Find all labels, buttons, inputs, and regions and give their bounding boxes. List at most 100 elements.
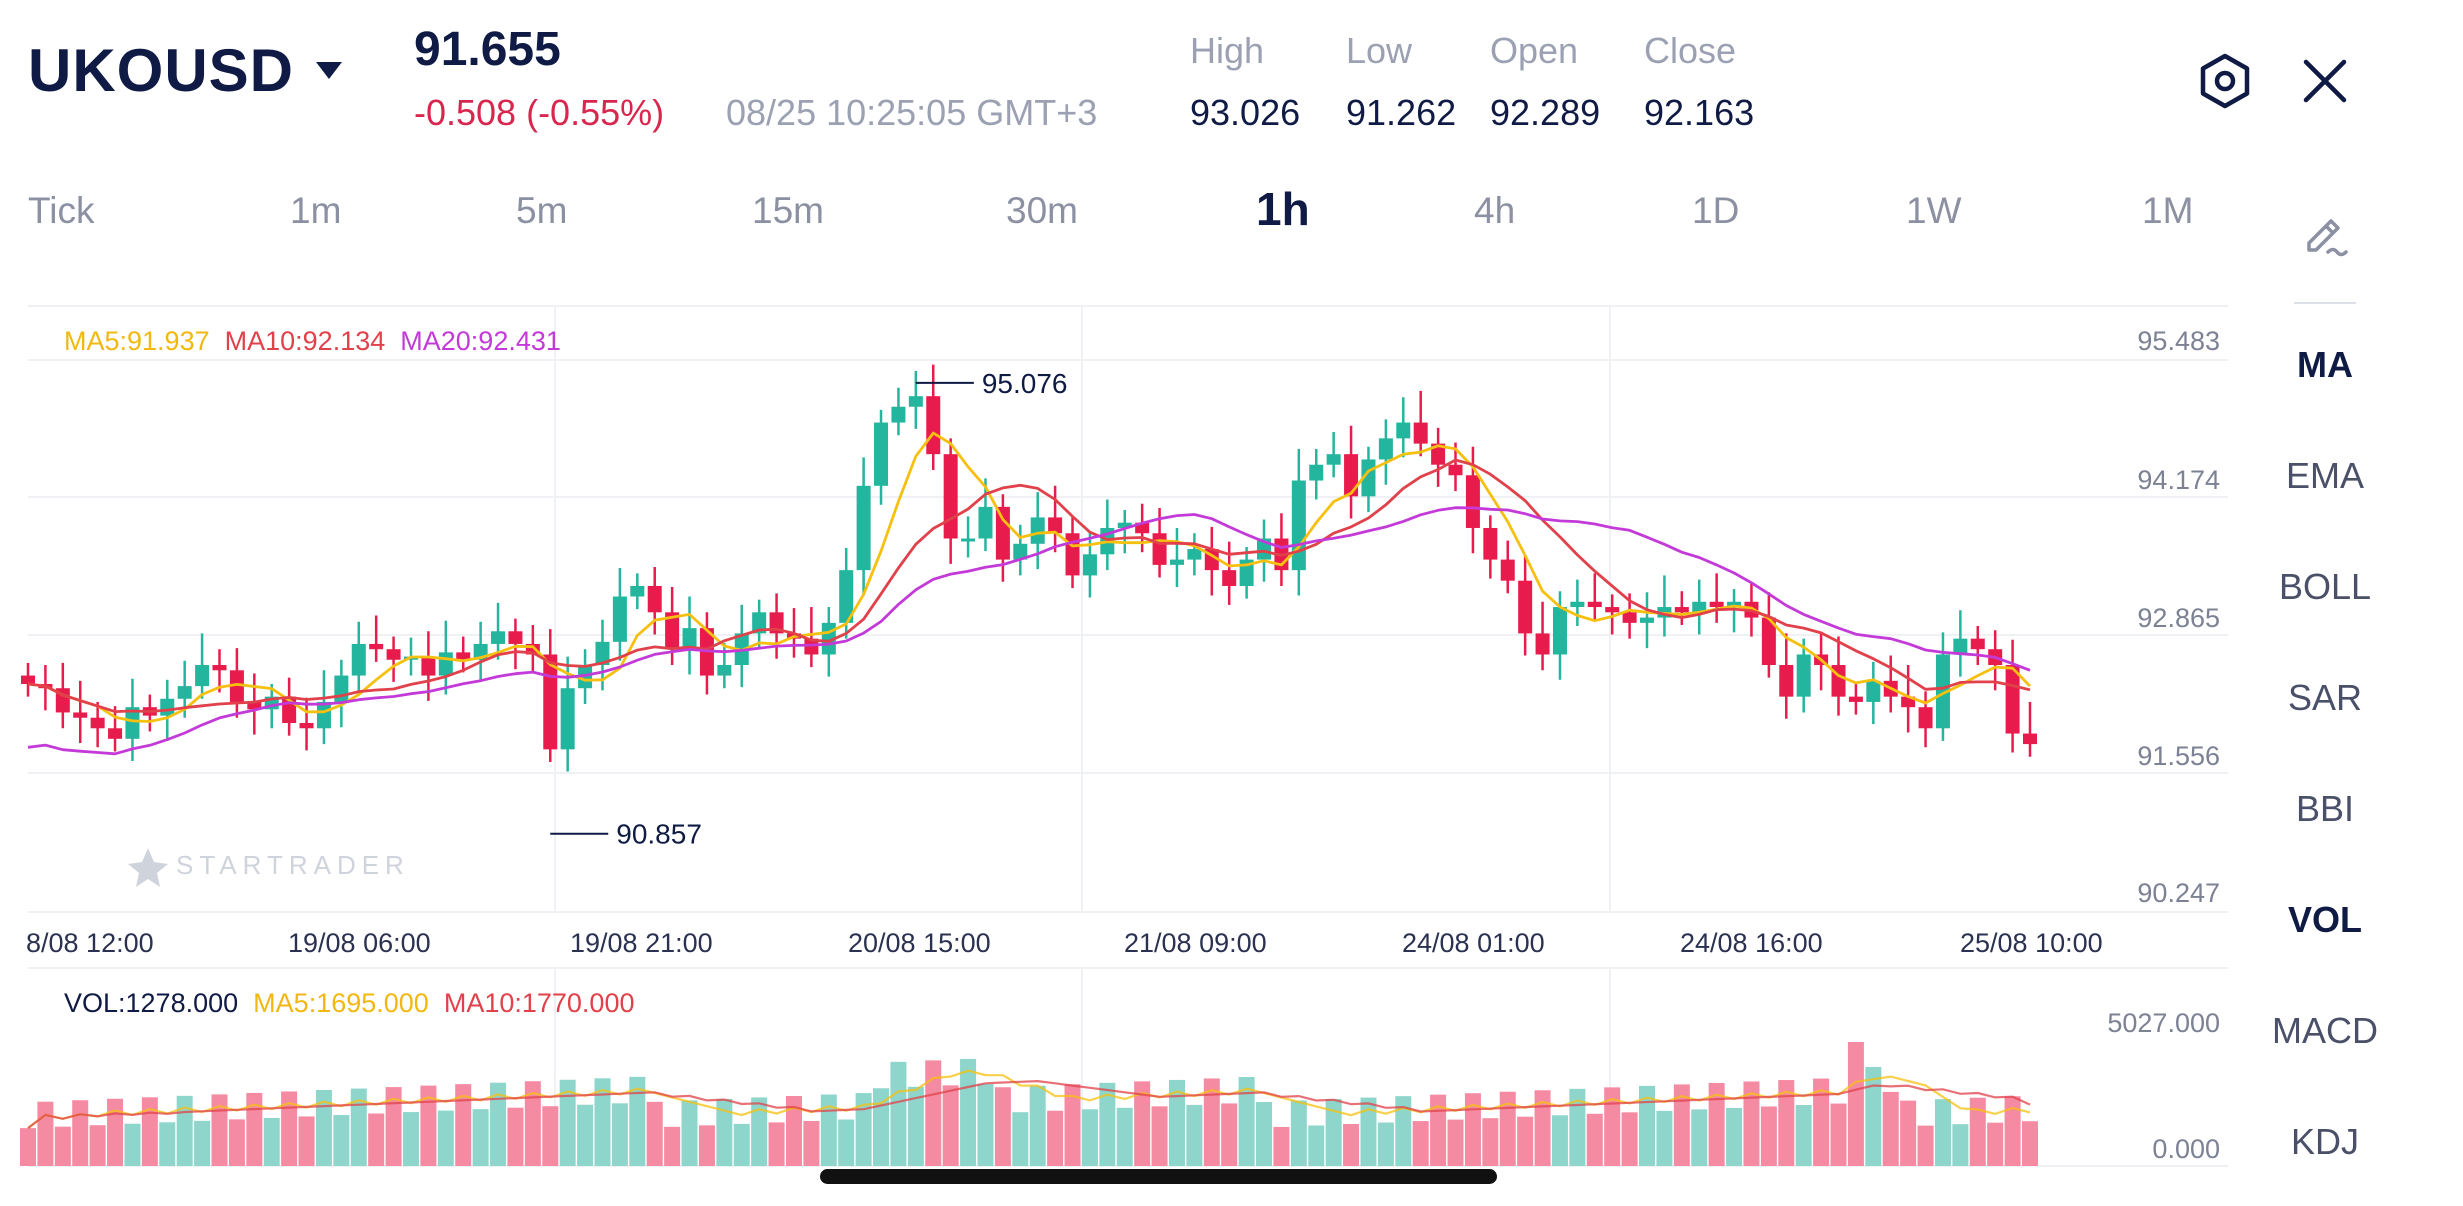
timeframe-4h[interactable]: 4h (1474, 190, 1516, 231)
volume-bar (54, 1126, 71, 1166)
volume-bar (629, 1076, 646, 1166)
volume-bar (1256, 1101, 1273, 1166)
close-x-icon[interactable] (2296, 52, 2354, 110)
chevron-down-icon[interactable] (316, 62, 342, 79)
candle-body (1570, 601, 1585, 608)
candle-body (1709, 601, 1724, 608)
ma-legend: MA5:91.937 MA10:92.134 MA20:92.431 (64, 326, 561, 357)
volume-bar (1499, 1091, 1516, 1166)
candle-body (1169, 559, 1184, 565)
timeframe-1h[interactable]: 1h (1256, 183, 1310, 235)
volume-bar (960, 1058, 977, 1166)
candle-body (1970, 638, 1985, 650)
candle-body (438, 652, 453, 676)
candle-body (1396, 422, 1411, 439)
max-price-marker: 95.076 (982, 368, 1068, 399)
volume-bar (1586, 1113, 1603, 1166)
volume-bar (1377, 1122, 1394, 1166)
quote-datetime: 08/25 10:25:05 GMT+3 (726, 92, 1098, 133)
draw-pencil-icon[interactable] (2300, 212, 2350, 262)
indicator-sar[interactable]: SAR (2287, 677, 2363, 718)
volume-bar (1656, 1110, 1673, 1166)
candle-body (543, 654, 558, 750)
candle-body (1518, 580, 1533, 634)
candle-body (1431, 443, 1446, 465)
volume-bar (1029, 1085, 1046, 1166)
indicator-boll[interactable]: BOLL (2278, 566, 2372, 607)
indicator-ema[interactable]: EMA (2285, 455, 2364, 496)
timeframe-1mo[interactable]: 1M (2142, 190, 2194, 231)
volume-bar (1708, 1082, 1725, 1166)
candle-body (1013, 543, 1028, 560)
volume-bar (490, 1082, 507, 1166)
candle-body (961, 538, 976, 542)
settings-hexagon-icon[interactable] (2196, 52, 2254, 110)
volume-bar (315, 1090, 332, 1166)
symbol-selector[interactable]: UKOUSD (28, 37, 295, 104)
candle-body (943, 454, 958, 539)
candle-body (1030, 517, 1045, 544)
candle-body (108, 728, 123, 739)
price-axis-label: 90.247 (2137, 878, 2220, 908)
volume-bar (1308, 1125, 1325, 1166)
volume-bar (594, 1078, 611, 1166)
timeframe-1w[interactable]: 1W (1906, 190, 1962, 231)
candle-body (1065, 533, 1080, 576)
time-axis-label: 24/08 01:00 (1402, 928, 1545, 958)
min-price-marker: 90.857 (616, 819, 702, 850)
timeframe-15m[interactable]: 15m (752, 190, 824, 231)
candle-body (891, 406, 906, 423)
volume-bar (925, 1060, 942, 1166)
candle-body (1622, 612, 1637, 623)
timeframe-5m[interactable]: 5m (516, 190, 568, 231)
indicator-kdj[interactable]: KDJ (2290, 1121, 2359, 1162)
candle-body (125, 707, 140, 739)
volume-bar (716, 1098, 733, 1166)
candle-body (351, 643, 366, 676)
volume-bar (1743, 1081, 1760, 1166)
volume-bar (1569, 1088, 1586, 1166)
price-axis-label: 91.556 (2137, 741, 2220, 771)
indicator-vol[interactable]: VOL (2287, 899, 2362, 940)
volume-bar (1795, 1105, 1812, 1166)
volume-bar (1987, 1122, 2004, 1166)
indicator-macd[interactable]: MACD (2272, 1010, 2378, 1051)
volume-bar (228, 1119, 245, 1166)
timeframe-1d[interactable]: 1D (1692, 190, 1740, 231)
legend-ma10: MA10:92.134 (224, 326, 386, 356)
volume-bar (1934, 1099, 1951, 1166)
candle-body (647, 585, 662, 613)
price-change: -0.508 (-0.55%) (414, 92, 665, 133)
home-indicator[interactable] (820, 1169, 1497, 1184)
volume-bar (1168, 1079, 1185, 1166)
volume-bar (420, 1085, 437, 1166)
volume-bar (785, 1095, 802, 1166)
volume-bar (1952, 1124, 1969, 1166)
volume-bar (994, 1087, 1011, 1166)
timeframe-tick[interactable]: Tick (28, 190, 95, 231)
volume-bar (437, 1110, 454, 1166)
candle-body (752, 612, 767, 634)
volume-bar (72, 1100, 89, 1166)
ohlc-low-value: 91.262 (1346, 92, 1457, 133)
timeframe-30m[interactable]: 30m (1006, 190, 1078, 231)
candle-body (369, 643, 384, 650)
candle-body (874, 422, 889, 486)
volume-axis-label: 5027.000 (2107, 1008, 2220, 1038)
volume-bar (1343, 1124, 1360, 1166)
volume-bar (559, 1079, 576, 1166)
volume-bar (141, 1097, 158, 1166)
volume-bar (1430, 1094, 1447, 1166)
legend-vol: VOL:1278.000 (64, 988, 239, 1018)
indicator-ma[interactable]: MA (2297, 344, 2353, 385)
ohlc-close-value: 92.163 (1644, 92, 1755, 133)
timeframe-1m[interactable]: 1m (290, 190, 342, 231)
volume-bar (838, 1119, 855, 1166)
volume-bar (368, 1113, 385, 1166)
volume-bar (698, 1125, 715, 1166)
volume-bar (1047, 1110, 1064, 1166)
volume-bar (194, 1120, 211, 1166)
candle-body (177, 686, 192, 699)
indicator-bbi[interactable]: BBI (2295, 788, 2355, 829)
